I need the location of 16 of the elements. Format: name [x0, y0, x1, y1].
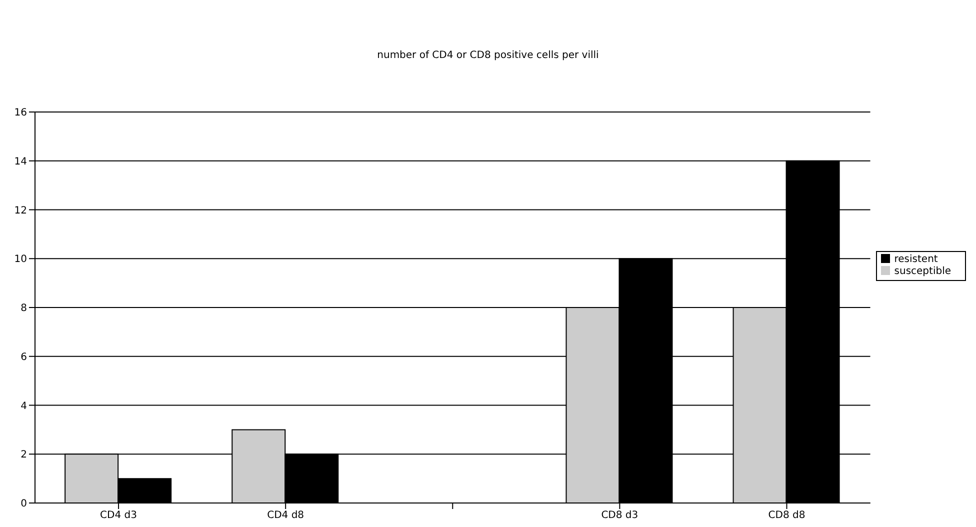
y-tick-label: 0 — [20, 498, 27, 510]
legend-label: resistent — [894, 254, 938, 264]
x-tick-label: CD8 d3 — [601, 510, 638, 522]
x-tick-label: CD4 d3 — [100, 510, 137, 522]
y-tick-label: 4 — [20, 400, 27, 412]
y-tick-label: 6 — [20, 352, 27, 363]
y-tick-label: 14 — [14, 156, 27, 168]
chart-title: number of CD4 or CD8 positive cells per villi — [376, 50, 600, 61]
y-tick-label: 12 — [14, 205, 27, 216]
y-tick-label: 8 — [20, 303, 27, 314]
x-tick-label: CD4 d8 — [267, 510, 304, 522]
y-tick-label: 10 — [14, 254, 27, 266]
legend-label: susceptible — [894, 266, 951, 276]
y-tick-label: 2 — [20, 450, 27, 461]
y-tick-label: 16 — [14, 108, 27, 119]
x-tick-label: CD8 d8 — [768, 510, 806, 522]
